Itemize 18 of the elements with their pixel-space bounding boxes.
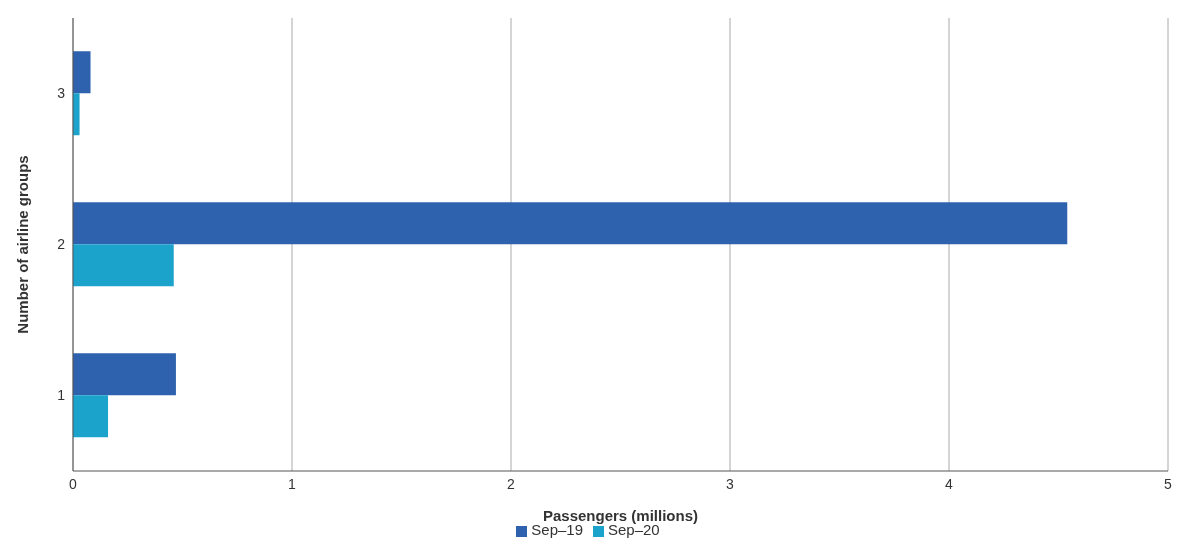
x-tick-label: 3 <box>726 475 735 492</box>
bar <box>73 93 80 136</box>
y-axis-title: Number of airline groups <box>14 155 32 334</box>
bar <box>73 202 1068 245</box>
bar <box>73 51 91 94</box>
x-tick-label: 4 <box>945 475 954 492</box>
legend-label: Sep–19 <box>531 521 583 538</box>
y-tick-label: 1 <box>57 387 66 404</box>
bar <box>73 353 176 396</box>
x-tick-label: 0 <box>69 475 78 492</box>
x-tick-label: 5 <box>1164 475 1173 492</box>
y-tick-label: 3 <box>57 85 66 102</box>
bar <box>73 395 109 438</box>
y-tick-label: 2 <box>57 236 66 253</box>
bar <box>73 244 174 287</box>
x-axis-title: Passengers (millions) <box>542 507 699 524</box>
x-tick-label: 2 <box>507 475 516 492</box>
x-tick-label: 1 <box>288 475 297 492</box>
